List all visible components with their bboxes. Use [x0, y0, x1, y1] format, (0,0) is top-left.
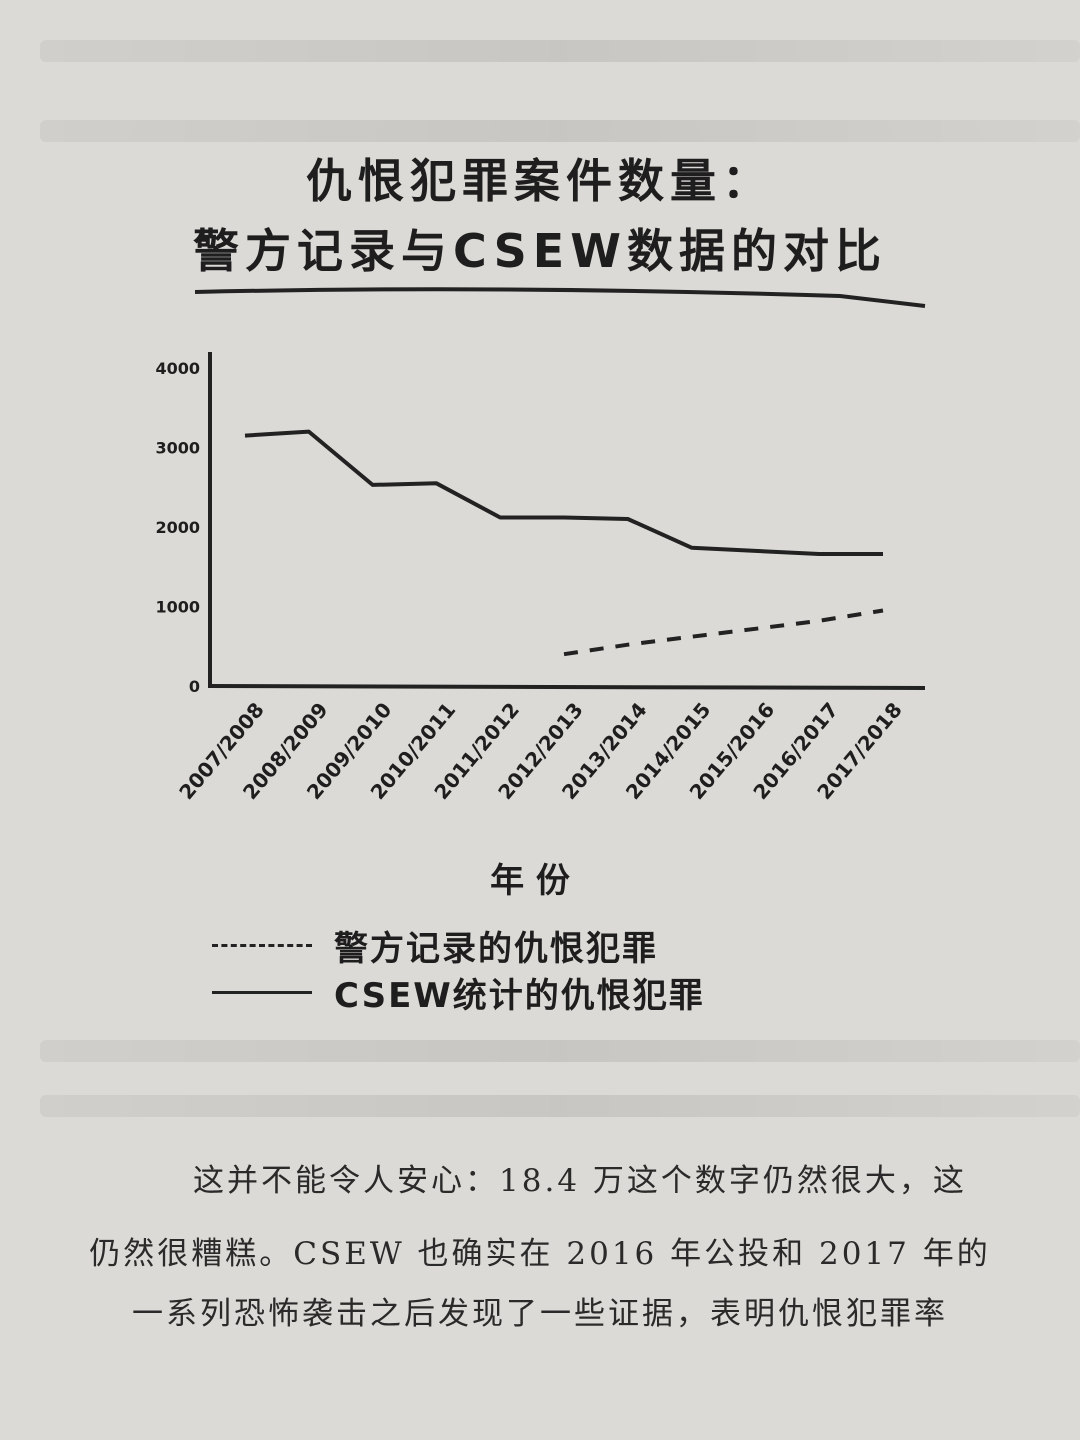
title-underline: [194, 287, 926, 308]
bleed-through-text: [40, 1040, 1080, 1062]
series-line-police: [563, 608, 884, 657]
legend-label-police: 警方记录的仇恨犯罪: [334, 928, 658, 969]
series-group: [244, 429, 884, 657]
y-tick-label: 4000: [155, 359, 200, 378]
body-text-line-2: 仍然很糟糕。CSEW 也确实在 2016 年公投和 2017 年的: [89, 1236, 991, 1272]
chart-title-line-2: 警方记录与CSEW数据的对比: [193, 224, 887, 278]
bleed-through-text: [40, 1095, 1080, 1117]
bleed-through-text: [40, 40, 1080, 62]
x-tick-group: 2007/20082008/20092009/20102010/20112011…: [174, 698, 907, 804]
legend-item-police: 警方记录的仇恨犯罪: [212, 925, 658, 969]
legend-dashed-swatch: [212, 943, 312, 947]
chart-title-line-1: 仇恨犯罪案件数量：: [306, 154, 774, 208]
x-axis: [207, 684, 926, 690]
x-axis-label: 年 份: [490, 861, 570, 900]
y-tick-label: 3000: [155, 439, 200, 458]
line-chart: 0 1000 2000 3000 4000 2007/20082008/20092009…: [155, 287, 926, 900]
y-tick-label: 1000: [155, 598, 200, 617]
y-tick-label: 0: [189, 677, 200, 696]
body-text-line-3: 一系列恐怖袭击之后发现了一些证据，表明仇恨犯罪率: [132, 1296, 948, 1332]
y-tick-group: 0 1000 2000 3000 4000: [155, 359, 200, 696]
legend-item-csew: CSEW统计的仇恨犯罪: [212, 972, 705, 1016]
series-line-csew: [244, 429, 883, 556]
legend-label-csew: CSEW统计的仇恨犯罪: [334, 975, 705, 1016]
y-tick-label: 2000: [155, 518, 200, 537]
legend-solid-swatch: [212, 990, 312, 994]
body-text-line-1: 这并不能令人安心：18.4 万这个数字仍然很大，这: [193, 1163, 967, 1199]
bleed-through-text: [40, 120, 1080, 142]
